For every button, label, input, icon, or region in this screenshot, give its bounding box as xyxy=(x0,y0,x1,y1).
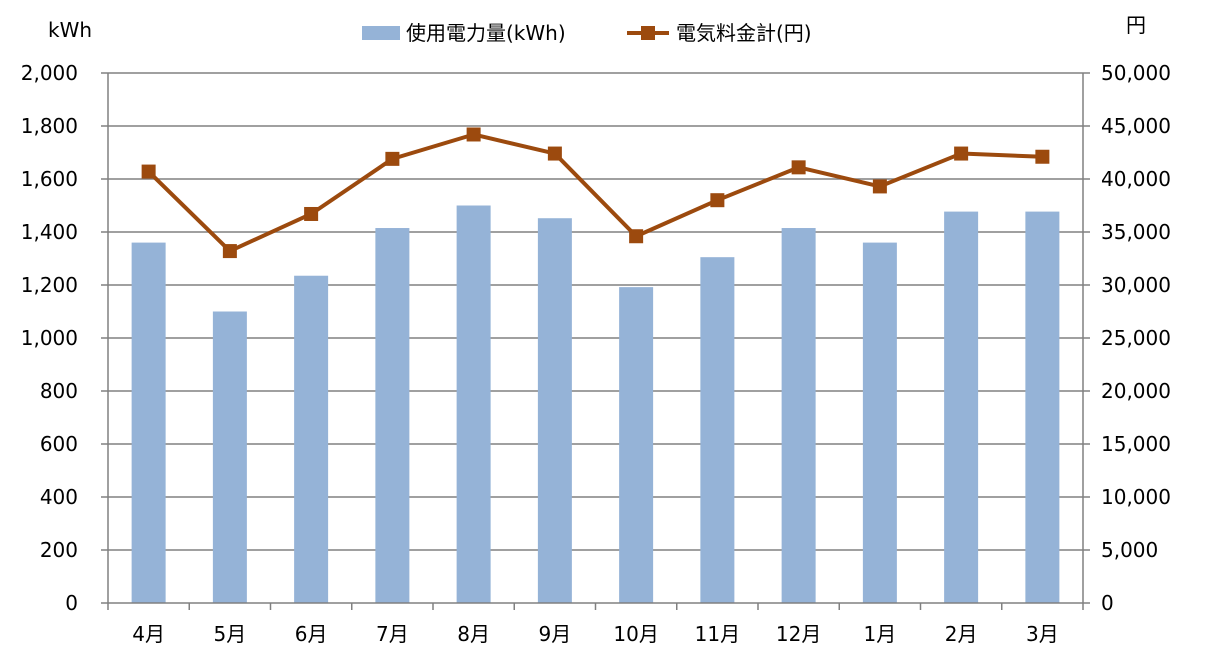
bar xyxy=(862,242,897,603)
line-point xyxy=(954,146,969,161)
bar xyxy=(212,311,247,603)
left-tick-label: 2,000 xyxy=(21,61,78,85)
bar xyxy=(1025,211,1060,603)
category-label: 7月 xyxy=(376,622,409,646)
bar xyxy=(375,228,410,603)
right-tick-label: 40,000 xyxy=(1101,167,1171,191)
line-series-path xyxy=(147,132,1043,254)
right-tick-label: 0 xyxy=(1101,591,1114,615)
category-label: 6月 xyxy=(295,622,328,646)
left-tick-label: 600 xyxy=(40,432,78,456)
bar xyxy=(131,242,166,603)
right-axis-unit: 円 xyxy=(1126,13,1146,37)
left-tick-label: 1,400 xyxy=(21,220,78,244)
left-tick-label: 1,200 xyxy=(21,273,78,297)
left-tick-label: 1,800 xyxy=(21,114,78,138)
legend-label-line: 電気料金計(円) xyxy=(676,21,812,45)
right-tick-label: 35,000 xyxy=(1101,220,1171,244)
axes xyxy=(101,72,1090,610)
category-label: 3月 xyxy=(1026,622,1059,646)
category-label: 4月 xyxy=(132,622,165,646)
line-point xyxy=(791,160,806,175)
left-tick-label: 0 xyxy=(65,591,78,615)
line-point xyxy=(222,244,237,259)
bar xyxy=(781,228,816,603)
bar xyxy=(700,257,735,603)
line-point xyxy=(710,193,725,208)
legend: 使用電力量(kWh) 電気料金計(円) xyxy=(362,21,812,45)
line-point xyxy=(1035,149,1050,164)
right-tick-label: 45,000 xyxy=(1101,114,1171,138)
category-label: 1月 xyxy=(864,622,897,646)
category-label: 8月 xyxy=(457,622,490,646)
left-axis-unit: kWh xyxy=(48,18,92,42)
category-label: 2月 xyxy=(945,622,978,646)
left-tick-label: 800 xyxy=(40,379,78,403)
left-tick-label: 200 xyxy=(40,538,78,562)
left-tick-label: 1,600 xyxy=(21,167,78,191)
category-label: 9月 xyxy=(539,622,572,646)
category-label: 10月 xyxy=(613,622,658,646)
legend-swatch-marker xyxy=(641,26,655,40)
line-point xyxy=(872,179,887,194)
category-label: 11月 xyxy=(695,622,740,646)
tick-labels: 0 0 200 5,000 400 10,000 600 15,000 800 20,000 1,0… xyxy=(21,61,1171,646)
bar xyxy=(619,287,654,603)
legend-swatch-bar xyxy=(362,26,400,40)
right-tick-label: 15,000 xyxy=(1101,432,1171,456)
line-point xyxy=(629,229,644,244)
line-point xyxy=(466,127,481,142)
gridlines xyxy=(108,72,1083,551)
line-point xyxy=(385,151,400,166)
bars-series xyxy=(131,205,1060,603)
line-point xyxy=(304,206,319,221)
line-point xyxy=(547,146,562,161)
line-point xyxy=(141,164,156,179)
bar xyxy=(537,218,572,603)
right-tick-label: 20,000 xyxy=(1101,379,1171,403)
line-series xyxy=(141,127,1050,259)
category-label: 12月 xyxy=(776,622,821,646)
left-tick-label: 1,000 xyxy=(21,326,78,350)
right-tick-label: 25,000 xyxy=(1101,326,1171,350)
right-tick-label: 5,000 xyxy=(1101,538,1158,562)
bar xyxy=(944,211,979,603)
bar xyxy=(294,275,329,603)
category-label: 5月 xyxy=(214,622,247,646)
left-tick-label: 400 xyxy=(40,485,78,509)
right-tick-label: 30,000 xyxy=(1101,273,1171,297)
bar xyxy=(456,205,491,603)
right-tick-label: 50,000 xyxy=(1101,61,1171,85)
legend-label-bar: 使用電力量(kWh) xyxy=(406,21,566,45)
right-tick-label: 10,000 xyxy=(1101,485,1171,509)
